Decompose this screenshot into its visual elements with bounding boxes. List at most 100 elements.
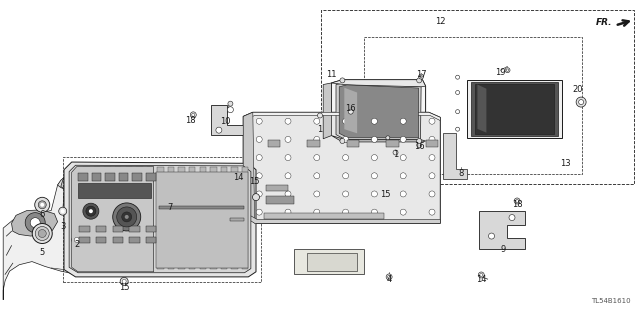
Polygon shape: [64, 162, 256, 277]
Polygon shape: [79, 226, 90, 232]
Circle shape: [192, 113, 195, 116]
Polygon shape: [332, 80, 426, 87]
Circle shape: [35, 226, 49, 241]
Polygon shape: [104, 167, 111, 269]
Polygon shape: [156, 172, 248, 268]
Circle shape: [314, 118, 320, 124]
Text: 17: 17: [416, 70, 426, 79]
Circle shape: [420, 75, 422, 78]
Circle shape: [429, 191, 435, 197]
Polygon shape: [294, 249, 364, 274]
Circle shape: [122, 212, 132, 222]
Circle shape: [506, 69, 509, 71]
Circle shape: [429, 137, 435, 142]
Polygon shape: [79, 237, 90, 243]
Circle shape: [120, 277, 128, 286]
Polygon shape: [146, 237, 156, 243]
Circle shape: [116, 207, 137, 227]
Circle shape: [35, 197, 50, 212]
Polygon shape: [211, 105, 243, 135]
Circle shape: [122, 279, 126, 283]
Polygon shape: [268, 140, 280, 147]
Circle shape: [285, 137, 291, 142]
Polygon shape: [243, 112, 255, 223]
Circle shape: [456, 75, 460, 79]
Text: 15: 15: [380, 190, 390, 199]
Polygon shape: [12, 210, 58, 236]
Circle shape: [505, 68, 510, 73]
Polygon shape: [159, 206, 244, 209]
Text: 20: 20: [573, 85, 583, 94]
Text: 18: 18: [186, 116, 196, 125]
Polygon shape: [242, 167, 248, 269]
Circle shape: [314, 209, 320, 215]
Circle shape: [478, 272, 484, 278]
Circle shape: [488, 233, 495, 239]
Polygon shape: [231, 167, 237, 269]
Circle shape: [256, 155, 262, 160]
Circle shape: [216, 127, 222, 133]
Circle shape: [61, 209, 65, 213]
Polygon shape: [61, 173, 106, 193]
Polygon shape: [147, 167, 153, 269]
Polygon shape: [332, 136, 426, 142]
Text: 9: 9: [500, 245, 506, 254]
Circle shape: [576, 97, 586, 107]
Circle shape: [74, 237, 79, 242]
Circle shape: [83, 203, 99, 219]
Polygon shape: [479, 211, 525, 249]
Circle shape: [342, 155, 349, 160]
Polygon shape: [113, 237, 123, 243]
Circle shape: [314, 155, 320, 160]
Circle shape: [285, 173, 291, 179]
Circle shape: [480, 273, 483, 277]
Polygon shape: [107, 174, 179, 194]
Circle shape: [256, 137, 262, 142]
Circle shape: [89, 209, 93, 213]
Circle shape: [30, 218, 40, 228]
Polygon shape: [307, 253, 357, 271]
Circle shape: [342, 118, 349, 124]
Circle shape: [285, 118, 291, 124]
Polygon shape: [58, 172, 182, 195]
Circle shape: [393, 150, 398, 155]
Polygon shape: [477, 85, 486, 133]
Text: 8: 8: [458, 169, 463, 178]
Circle shape: [256, 191, 262, 197]
Circle shape: [371, 118, 378, 124]
Polygon shape: [69, 165, 251, 273]
Circle shape: [190, 112, 196, 118]
Text: 19: 19: [495, 68, 506, 77]
Polygon shape: [83, 167, 90, 269]
Circle shape: [72, 235, 82, 245]
Polygon shape: [3, 172, 204, 300]
Text: 2: 2: [74, 240, 79, 249]
Polygon shape: [332, 80, 426, 142]
Polygon shape: [266, 196, 294, 204]
Circle shape: [400, 118, 406, 124]
Polygon shape: [125, 167, 132, 269]
Circle shape: [400, 173, 406, 179]
Polygon shape: [144, 190, 178, 208]
Polygon shape: [200, 167, 206, 269]
Text: 14: 14: [476, 275, 486, 284]
Polygon shape: [168, 167, 174, 269]
Text: 14: 14: [233, 173, 243, 182]
Circle shape: [32, 224, 52, 243]
Polygon shape: [63, 191, 74, 211]
Circle shape: [386, 274, 392, 280]
Text: 1: 1: [393, 150, 398, 159]
Circle shape: [317, 113, 323, 118]
Polygon shape: [129, 226, 140, 232]
Circle shape: [417, 78, 422, 83]
Circle shape: [314, 173, 320, 179]
Circle shape: [38, 201, 46, 209]
Polygon shape: [307, 140, 320, 147]
Circle shape: [429, 155, 435, 160]
Circle shape: [59, 207, 67, 215]
Circle shape: [125, 215, 129, 219]
Polygon shape: [264, 213, 384, 219]
Text: 16: 16: [346, 104, 356, 113]
Polygon shape: [243, 112, 440, 121]
Polygon shape: [132, 173, 142, 181]
